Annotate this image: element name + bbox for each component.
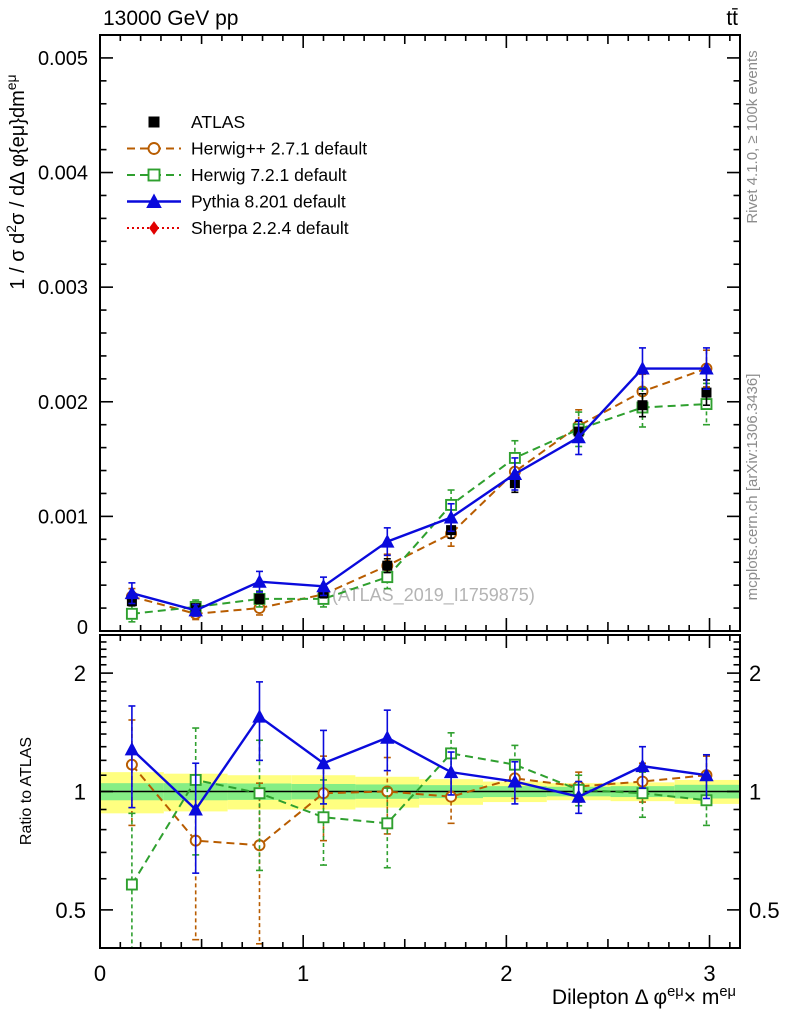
legend-item-label: Pythia 8.201 default <box>191 192 346 212</box>
ratio-y-tick-label-left: 2 <box>74 661 86 686</box>
marker-square-open <box>381 571 394 584</box>
mcplots-credit-note: mcplots.cern.ch [arXiv:1306.3436] <box>744 374 761 601</box>
marker-triangle-filled <box>252 574 267 588</box>
marker-triangle-filled <box>188 802 203 816</box>
ratio-line-herwigpp <box>131 764 707 847</box>
marker-triangle-filled <box>699 767 714 782</box>
marker-triangle-filled <box>443 764 459 779</box>
axis-ticks <box>99 35 740 948</box>
marker-square-open <box>317 811 330 824</box>
marker-triangle-filled <box>507 774 523 788</box>
marker-triangle-filled <box>380 534 395 548</box>
marker-triangle-filled <box>571 429 586 444</box>
legend-item-herwigpp: Herwig++ 2.7.1 default <box>127 139 367 159</box>
main-y-tick-label: 0.001 <box>38 506 88 528</box>
marker-triangle-filled <box>316 578 331 593</box>
ratio-y-tick-label-left: 1 <box>74 780 86 805</box>
x-tick-label: 3 <box>703 961 715 986</box>
marker-square-open <box>636 787 649 800</box>
marker-triangle-filled <box>571 789 586 803</box>
legend-item-herwig7: Herwig 7.2.1 default <box>127 165 347 185</box>
marker-triangle-filled <box>146 193 162 208</box>
generated-plot-content: 0 0.001 0.002 0.003 0.004 0.005 0.5 0.5 1 1 2 2 0 1 2 3… <box>3 34 780 1009</box>
marker-square-open <box>125 607 138 620</box>
legend-item-atlas: ATLAS <box>148 112 245 132</box>
main-line-pythia <box>131 367 707 612</box>
marker-square-filled <box>148 116 160 128</box>
legend-item-pythia: Pythia 8.201 default <box>127 192 346 212</box>
marker-triangle-filled <box>188 602 203 617</box>
legend: ATLAS Herwig++ 2.7.1 default Herwig 7.2.1 … <box>127 112 367 238</box>
analysis-watermark: (ATLAS_2019_I1759875) <box>332 585 535 606</box>
ratio-y-tick-label-right: 1 <box>749 780 761 805</box>
ratio-line-herwig7 <box>131 752 707 886</box>
x-axis-title: Dilepton Δ φeμ× meμ <box>552 984 736 1009</box>
main-y-tick-label: 0 <box>77 617 88 639</box>
marker-diamond-filled <box>149 221 159 235</box>
marker-square-open <box>253 787 266 800</box>
main-series-pythia <box>124 347 714 617</box>
marker-triangle-filled <box>380 730 395 744</box>
main-y-tick-label: 0.003 <box>38 277 88 299</box>
legend-item-label: Sherpa 2.2.4 default <box>191 218 349 238</box>
marker-triangle-filled <box>124 741 140 756</box>
marker-square-filled <box>637 400 648 411</box>
main-y-tick-label: 0.004 <box>38 163 88 185</box>
marker-square-filled <box>382 560 393 571</box>
ratio-y-tick-label-right: 0.5 <box>749 898 780 923</box>
beam-energy-label: 13000 GeV pp <box>103 7 238 30</box>
legend-item-label: ATLAS <box>191 112 245 132</box>
marker-triangle-filled <box>316 755 331 770</box>
rivet-version-note: Rivet 4.1.0, ≥ 100k events <box>744 50 761 223</box>
ratio-y-tick-label-right: 2 <box>749 661 761 686</box>
main-y-tick-label: 0.005 <box>38 48 88 70</box>
main-y-tick-label: 0.002 <box>38 392 88 414</box>
ratio-line-pythia <box>131 714 707 812</box>
marker-square-open <box>125 878 138 891</box>
marker-circle-open <box>147 142 161 155</box>
marker-triangle-filled <box>699 361 714 375</box>
marker-square-open <box>381 817 394 830</box>
main-y-axis-title: 1 / σ d2σ / dΔ φ{eμ}dmeμ <box>3 74 29 289</box>
marker-triangle-filled <box>507 466 523 480</box>
x-tick-label: 2 <box>500 961 512 986</box>
x-tick-label: 0 <box>94 961 106 986</box>
marker-triangle-filled <box>443 510 459 524</box>
marker-triangle-filled <box>635 758 650 773</box>
marker-triangle-filled <box>252 709 267 723</box>
marker-square-filled <box>254 593 265 604</box>
marker-triangle-filled <box>635 361 650 375</box>
process-label: tt̄ <box>726 7 738 30</box>
legend-item-sherpa: Sherpa 2.2.4 default <box>127 218 349 238</box>
main-line-herwig7 <box>131 403 707 615</box>
ratio-y-tick-label-left: 0.5 <box>55 898 86 923</box>
ratio-series-pythia <box>124 681 714 874</box>
marker-square-filled <box>701 387 712 398</box>
legend-item-label: Herwig++ 2.7.1 default <box>191 139 367 159</box>
marker-square-open <box>147 168 161 182</box>
legend-item-label: Herwig 7.2.1 default <box>191 165 347 185</box>
marker-triangle-filled <box>124 585 140 600</box>
main-line-herwigpp <box>131 367 707 615</box>
x-tick-label: 1 <box>297 961 309 986</box>
ratio-y-axis-title: Ratio to ATLAS <box>18 737 35 845</box>
